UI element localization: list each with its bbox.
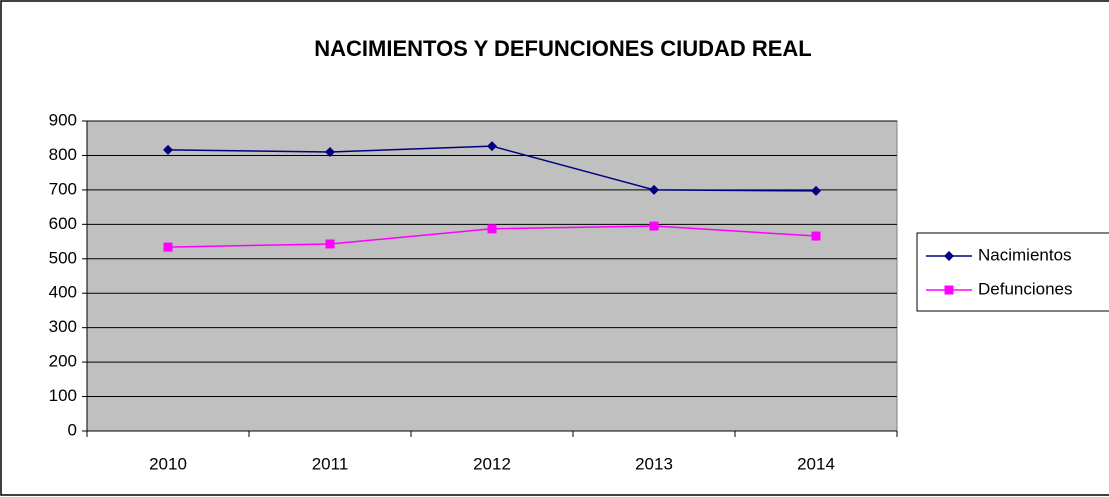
data-point <box>811 231 821 241</box>
chart-title: NACIMIENTOS Y DEFUNCIONES CIUDAD REAL <box>314 36 812 61</box>
data-point <box>325 147 335 157</box>
data-point <box>649 221 659 231</box>
y-tick-label: 200 <box>49 352 77 371</box>
y-tick-label: 900 <box>49 110 77 129</box>
x-tick-label: 2011 <box>312 454 349 473</box>
y-tick-label: 300 <box>49 317 77 336</box>
y-tick-label: 800 <box>49 145 77 164</box>
data-point <box>325 239 335 249</box>
legend-label: Defunciones <box>978 279 1073 298</box>
x-tick-label: 2014 <box>797 454 835 473</box>
plot-area <box>86 120 898 432</box>
data-point <box>811 185 821 196</box>
x-tick-label: 2010 <box>149 454 187 473</box>
data-point <box>487 141 497 152</box>
y-tick-label: 700 <box>49 179 77 198</box>
data-point <box>487 224 497 234</box>
data-point <box>163 144 173 155</box>
data-point <box>649 184 659 195</box>
y-tick-label: 600 <box>49 214 77 233</box>
legend-label: Nacimientos <box>978 245 1072 264</box>
y-tick-label: 400 <box>49 283 77 302</box>
legend-box <box>916 232 1109 312</box>
x-tick-label: 2013 <box>635 454 673 473</box>
y-tick-label: 100 <box>49 386 77 405</box>
legend-marker <box>944 285 954 295</box>
x-tick-label: 2012 <box>473 454 511 473</box>
y-tick-label: 0 <box>68 420 77 439</box>
y-tick-label: 500 <box>49 248 77 267</box>
legend-marker <box>944 251 954 261</box>
data-point <box>163 242 173 252</box>
